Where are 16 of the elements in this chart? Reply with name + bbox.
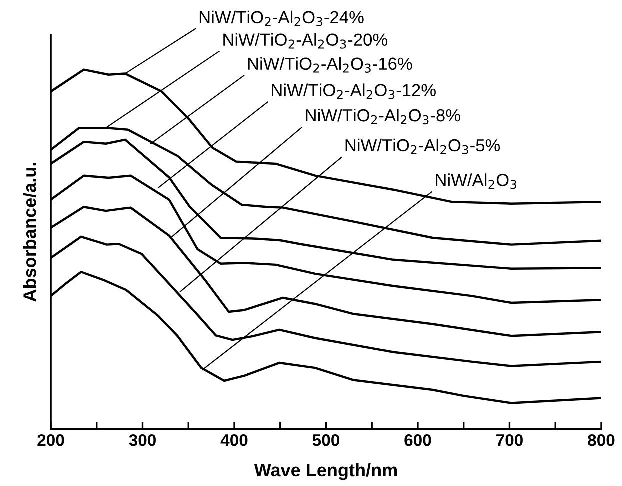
- annotation: NiW/TiO$_{2}$-Al$_{2}$O$_{3}$-24%: [200, 10, 364, 26]
- x-tick-label: 300: [129, 434, 156, 446]
- x-axis-title: Wave Length/nm: [254, 463, 398, 480]
- x-tick-label: 200: [38, 434, 64, 446]
- annotation: NiW/Al$_{2}$O$_{3}$: [436, 174, 517, 190]
- annotation: NiW/TiO$_{2}$-Al$_{2}$O$_{3}$-5%: [346, 138, 500, 155]
- y-axis-title: Absorbance/a.u.: [23, 163, 37, 302]
- x-tick-label: 400: [220, 434, 248, 446]
- annotation: NiW/TiO$_{2}$-Al$_{2}$O$_{3}$-12%: [272, 84, 436, 100]
- annotation: NiW/TiO$_{2}$-Al$_{2}$O$_{3}$-8%: [306, 108, 460, 125]
- x-tick-label: 800: [588, 434, 615, 446]
- annotation: NiW/TiO$_{2}$-Al$_{2}$O$_{3}$-20%: [224, 33, 388, 49]
- x-tick-label: 600: [404, 434, 432, 446]
- annotation: NiW/TiO$_{2}$-Al$_{2}$O$_{3}$-16%: [248, 57, 412, 73]
- x-tick-label: 700: [496, 434, 523, 446]
- x-tick-label: 500: [312, 434, 340, 446]
